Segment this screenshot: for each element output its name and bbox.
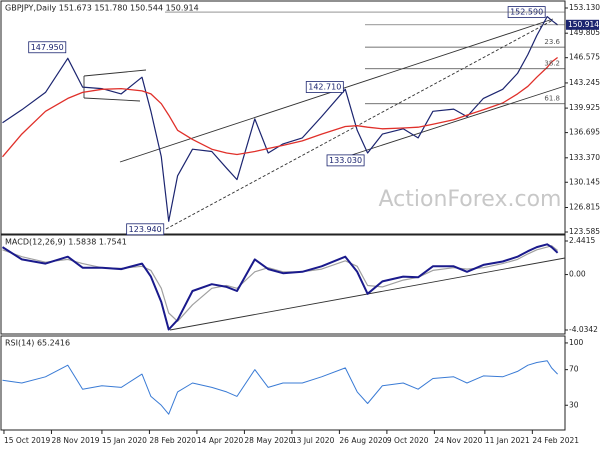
triangle-bottom bbox=[83, 97, 141, 102]
channel-lower bbox=[329, 85, 566, 163]
y-tick-label: 123.585 bbox=[569, 227, 600, 236]
rsi-pane bbox=[0, 335, 566, 431]
drawings bbox=[83, 18, 566, 331]
x-tick-label: 13 Jul 2020 bbox=[292, 436, 335, 445]
y-tick-label: 0.00 bbox=[569, 270, 586, 279]
series-line bbox=[1, 243, 559, 331]
x-tick-label: 28 May 2020 bbox=[244, 436, 293, 445]
price-label-box bbox=[305, 81, 344, 93]
watermark: ActionForex.com bbox=[379, 187, 562, 212]
price-pane bbox=[0, 0, 566, 235]
y-tick-label: 143.245 bbox=[569, 78, 600, 87]
y-tick-label: 146.575 bbox=[569, 53, 600, 62]
y-tick-label: 2.4415 bbox=[569, 236, 595, 245]
price-label-box bbox=[28, 41, 67, 54]
x-tick-label: 15 Oct 2019 bbox=[4, 436, 51, 445]
y-tick-label: 153.130 bbox=[569, 3, 600, 12]
series-line bbox=[2, 16, 558, 222]
price-label-box bbox=[326, 154, 365, 167]
y-tick-label: 136.695 bbox=[569, 128, 600, 137]
x-tick-label: 26 Aug 2020 bbox=[339, 436, 387, 445]
fib-label: 23.6 bbox=[544, 38, 560, 46]
x-tick-label: 9 Oct 2020 bbox=[387, 436, 429, 445]
y-tick-label: 30 bbox=[569, 400, 579, 409]
price-label: 147.950 bbox=[31, 43, 64, 52]
dashed-trend bbox=[165, 19, 554, 230]
y-tick-label: 130.145 bbox=[569, 177, 600, 186]
x-tick-label: 24 Feb 2021 bbox=[532, 436, 579, 445]
x-tick-label: 11 Jan 2021 bbox=[485, 436, 530, 445]
fib-label: 61.8 bbox=[544, 95, 560, 103]
macd-title: MACD(12,26,9) 1.5838 1.7541 bbox=[5, 238, 127, 247]
x-tick-label: 28 Feb 2020 bbox=[149, 436, 196, 445]
macd-pane bbox=[0, 234, 566, 335]
price-label: 133.030 bbox=[329, 156, 362, 165]
y-tick-label: 100 bbox=[569, 338, 584, 347]
y-tick-label: 139.925 bbox=[569, 103, 600, 112]
price-label-box bbox=[126, 223, 165, 236]
y-tick-label: -4.0342 bbox=[569, 325, 598, 334]
x-tick-label: 14 Apr 2020 bbox=[197, 436, 244, 445]
x-tick-label: 28 Nov 2019 bbox=[51, 436, 99, 445]
x-tick-label: 24 Nov 2020 bbox=[434, 436, 482, 445]
triangle-top bbox=[83, 69, 147, 77]
fib-label: 38.2 bbox=[544, 60, 560, 68]
y-tick-label: 133.370 bbox=[569, 153, 600, 162]
series-line bbox=[2, 56, 558, 158]
price-label: 142.710 bbox=[308, 82, 341, 91]
last-price-box bbox=[566, 19, 599, 30]
price-title: GBPJPY,Daily 151.673 151.780 150.544 150… bbox=[5, 4, 199, 13]
rsi-title: RSI(14) 65.2416 bbox=[5, 339, 70, 348]
series-line bbox=[2, 360, 558, 415]
last-price-label: 150.914 bbox=[568, 20, 599, 29]
y-tick-label: 70 bbox=[569, 365, 579, 374]
y-tick-label: 126.815 bbox=[569, 203, 600, 212]
x-tick-label: 15 Jan 2020 bbox=[102, 436, 147, 445]
y-tick-label: 149.805 bbox=[569, 28, 600, 37]
price-label: 123.940 bbox=[129, 225, 162, 234]
